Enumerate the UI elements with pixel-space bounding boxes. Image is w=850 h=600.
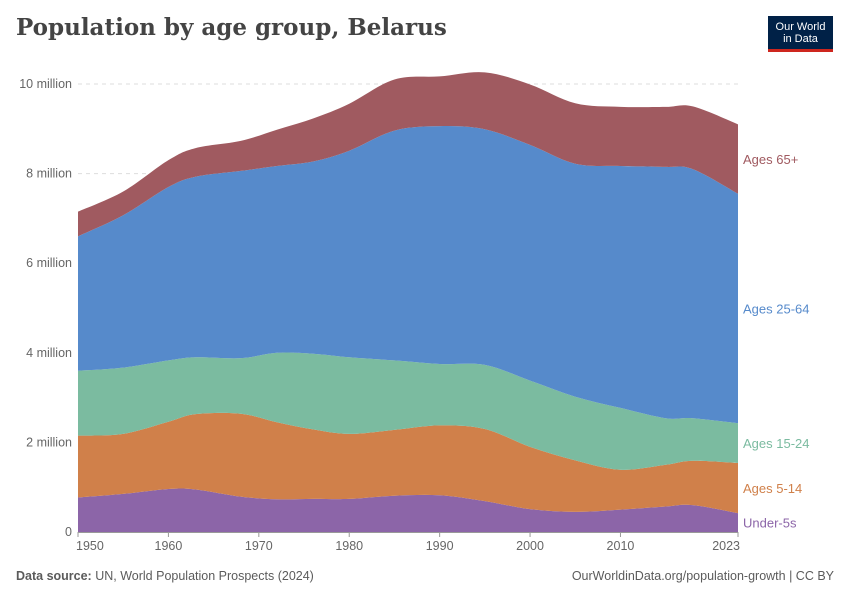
x-tick-label: 2000 [516,539,544,553]
y-tick-label: 10 million [19,77,72,91]
x-tick-label: 1960 [155,539,183,553]
y-tick-label: 8 million [26,167,72,181]
series-label: Under-5s [743,516,797,531]
area-series [78,72,738,532]
axes: 0 2 million 4 million 6 million 8 million 10 … [19,77,740,553]
x-tick-label: 1950 [76,539,104,553]
area-ages-15-24 [78,352,738,470]
y-tick-label: 0 [65,525,72,539]
x-tick-label: 1990 [426,539,454,553]
y-tick-label: 6 million [26,256,72,270]
x-tick-label: 2010 [607,539,635,553]
series-label: Ages 65+ [743,152,798,167]
series-label: Ages 5-14 [743,481,802,496]
x-tick-label: 1980 [335,539,363,553]
area-under-5s [78,488,738,532]
x-tick-label: 2023 [712,539,740,553]
data-source-text: UN, World Population Prospects (2024) [95,569,314,583]
chart-title: Population by age group, Belarus [16,14,447,41]
owid-logo[interactable]: Our World in Data [768,16,833,52]
area-ages-5-14 [78,412,738,514]
series-label: Ages 15-24 [743,436,810,451]
series-label: Ages 25-64 [743,301,810,316]
logo-line-1: Our World [775,21,826,33]
area-ages-65- [78,72,738,237]
y-tick-label: 4 million [26,346,72,360]
area-ages-25-64 [78,126,738,424]
logo-line-2: in Data [783,33,818,45]
x-tick-label: 1970 [245,539,273,553]
source-url-link[interactable]: OurWorldinData.org/population-growth | C… [571,569,834,583]
y-tick-label: 2 million [26,435,72,449]
data-source: Data source: UN, World Population Prospe… [16,569,314,583]
data-source-label: Data source: [16,569,92,583]
series-labels: Under-5s Ages 5-14 Ages 15-24 Ages 25-64 Age… [743,152,810,531]
